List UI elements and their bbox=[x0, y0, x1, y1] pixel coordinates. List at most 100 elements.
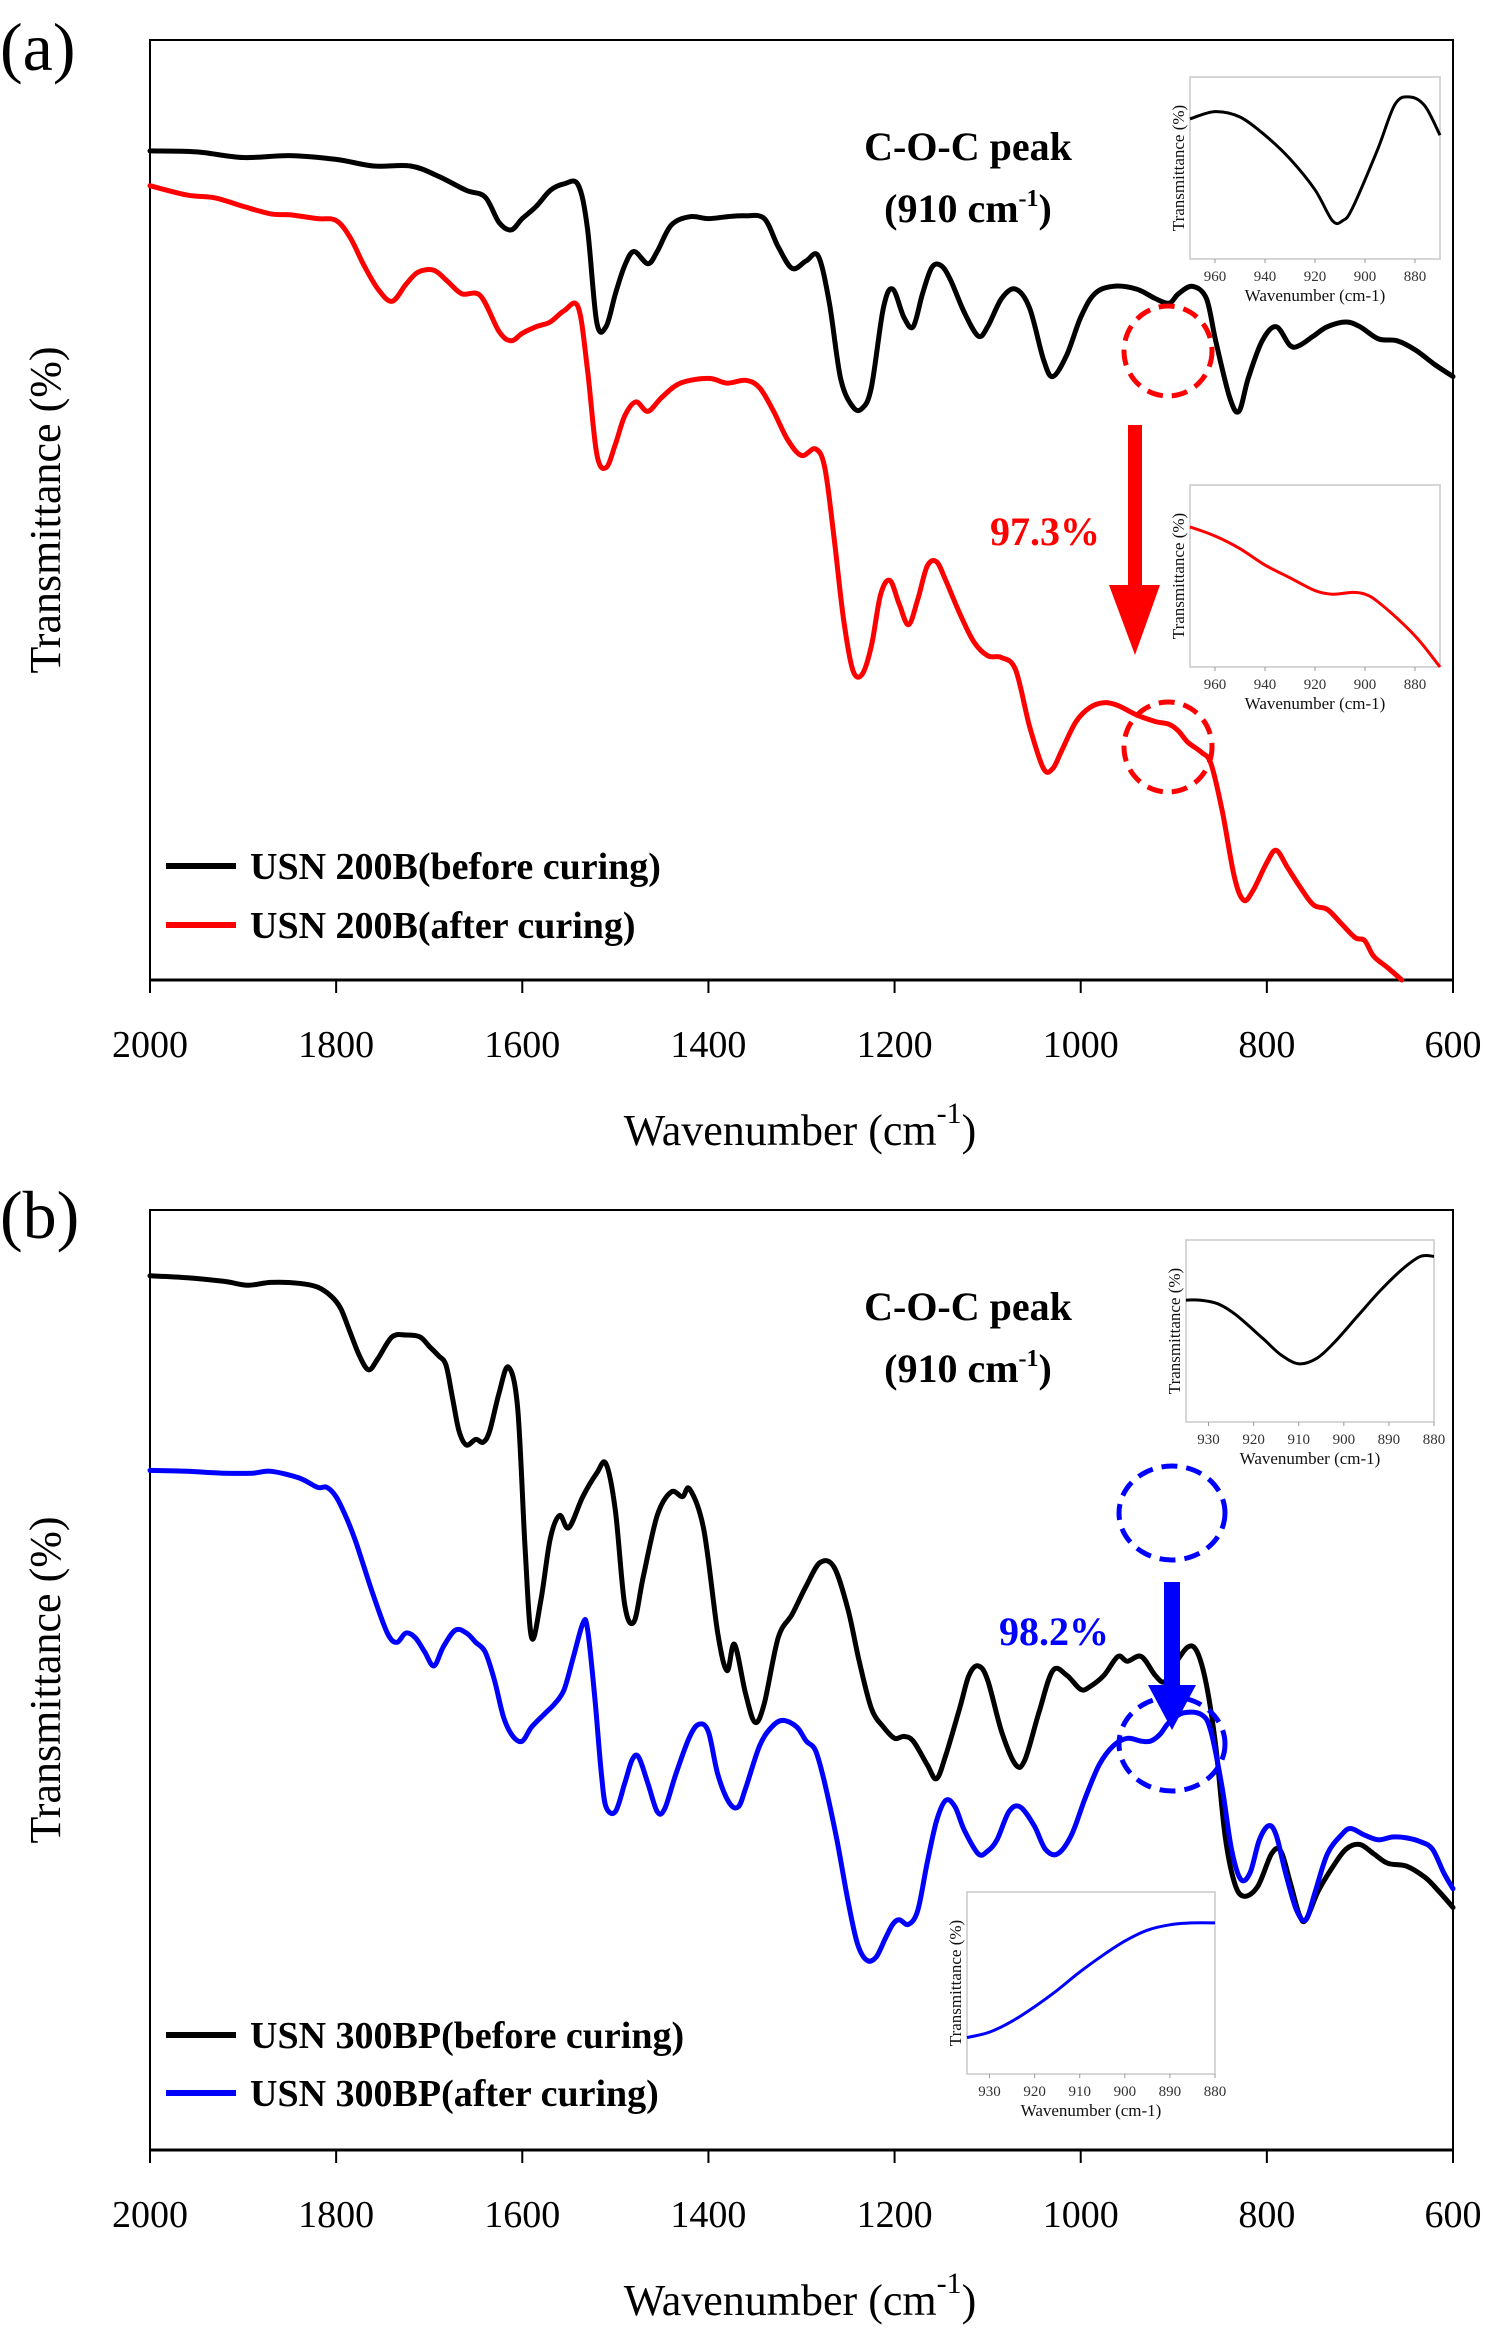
panel-a-inset-before: 960 940 920 900 880 Wavenumber (cm-1) Transmit… bbox=[1169, 76, 1442, 305]
panel-a-peak-label-base: (910 cm bbox=[884, 186, 1018, 231]
x-tick-label: 1600 bbox=[484, 2194, 560, 2236]
panel-b-legend: USN 300BP(before curing) USN 300BP(after… bbox=[166, 2015, 684, 2115]
inset-tick-label: 890 bbox=[1159, 2084, 1182, 2100]
inset-tick-label: 960 bbox=[1204, 269, 1227, 285]
panel-a-highlight-circle-after bbox=[1121, 699, 1215, 795]
inset-frame bbox=[966, 1891, 1216, 2075]
panel-b-peak-label-line2: (910 cm-1) bbox=[884, 1346, 1052, 1391]
series-line-1 bbox=[147, 1467, 1456, 1964]
inset-y-axis-title: Transmittance (%) bbox=[1169, 513, 1188, 639]
inset-tick-label: 920 bbox=[1242, 1432, 1265, 1448]
inset-tick-label: 920 bbox=[1023, 2084, 1046, 2100]
panel-a-x-axis-title-base: Wavenumber (cm bbox=[624, 1106, 937, 1155]
inset-series-line bbox=[1189, 525, 1442, 668]
inset-y-axis-title: Transmittance (%) bbox=[1165, 1268, 1184, 1394]
inset-tick-label: 910 bbox=[1287, 1432, 1310, 1448]
x-tick-label: 1000 bbox=[1043, 1024, 1119, 1066]
panel-b-y-axis-title: Transmittance (%) bbox=[21, 1516, 70, 1843]
inset-tick-label: 920 bbox=[1304, 269, 1327, 285]
inset-y-axis-title: Transmittance (%) bbox=[1169, 105, 1188, 231]
x-tick-label: 1800 bbox=[298, 1024, 374, 1066]
panel-b-x-ticks: 2000 1800 1600 1400 1200 1000 800 600 bbox=[112, 2150, 1482, 2236]
x-tick-label: 600 bbox=[1425, 2194, 1482, 2236]
panel-b-legend-label-1: USN 300BP(after curing) bbox=[250, 2073, 659, 2115]
inset-tick-label: 900 bbox=[1354, 677, 1377, 693]
inset-tick-label: 880 bbox=[1404, 677, 1427, 693]
inset-tick-label: 930 bbox=[978, 2084, 1001, 2100]
inset-frame bbox=[1189, 484, 1441, 668]
panel-b: (b) 2000 1800 1600 1400 1200 1000 800 600 Trans… bbox=[0, 1177, 1482, 2325]
panel-b-series bbox=[147, 1273, 1456, 1964]
panel-a-peak-label-line2: (910 cm-1) bbox=[884, 186, 1052, 231]
panel-a-y-axis-title: Transmittance (%) bbox=[21, 346, 70, 673]
panel-b-peak-label-close: ) bbox=[1039, 1346, 1052, 1391]
panel-b-highlight-circle-before bbox=[1116, 1463, 1228, 1563]
inset-x-axis-title: Wavenumber (cm-1) bbox=[1240, 1449, 1381, 1468]
panel-b-inset-before: 930 920 910 900 890 880 Wavenumber (cm-1) Trans… bbox=[1165, 1239, 1446, 1468]
panel-b-label: (b) bbox=[0, 1177, 79, 1253]
x-tick-label: 1200 bbox=[857, 1024, 933, 1066]
inset-tick-label: 880 bbox=[1204, 2084, 1227, 2100]
panel-a-conversion-label: 97.3% bbox=[990, 509, 1100, 554]
inset-series-line bbox=[966, 1921, 1216, 2040]
inset-tick-label: 930 bbox=[1197, 1432, 1220, 1448]
inset-tick-label: 940 bbox=[1254, 677, 1277, 693]
inset-series-line bbox=[1189, 95, 1442, 226]
panel-b-legend-label-0: USN 300BP(before curing) bbox=[250, 2015, 684, 2057]
inset-tick-label: 910 bbox=[1068, 2084, 1091, 2100]
panel-a-x-axis-title: Wavenumber (cm-1) bbox=[624, 1097, 977, 1155]
x-tick-label: 600 bbox=[1425, 1024, 1482, 1066]
inset-tick-label: 880 bbox=[1423, 1432, 1446, 1448]
panel-a: (a) 2000 1800 1600 1400 1200 1000 800 600 Trans… bbox=[0, 9, 1482, 1155]
panel-a-legend: USN 200B(before curing) USN 200B(after c… bbox=[166, 846, 661, 947]
inset-tick-label: 960 bbox=[1204, 677, 1227, 693]
x-tick-label: 1400 bbox=[670, 2194, 746, 2236]
inset-x-axis-title: Wavenumber (cm-1) bbox=[1245, 694, 1386, 713]
panel-a-x-axis-title-close: ) bbox=[962, 1106, 977, 1155]
inset-tick-label: 900 bbox=[1354, 269, 1377, 285]
inset-frame bbox=[1185, 1239, 1435, 1423]
panel-a-peak-label-sup: -1 bbox=[1019, 186, 1039, 212]
series-line-1 bbox=[147, 183, 1405, 983]
inset-y-axis-title: Transmittance (%) bbox=[946, 1920, 965, 2046]
panel-b-peak-label-line1: C-O-C peak bbox=[864, 1284, 1073, 1329]
inset-series-line bbox=[1185, 1253, 1435, 1366]
inset-tick-label: 880 bbox=[1404, 269, 1427, 285]
panel-a-x-ticks: 2000 1800 1600 1400 1200 1000 800 600 bbox=[112, 980, 1482, 1066]
series-line-0 bbox=[147, 148, 1456, 415]
panel-b-inset-after: 930 920 910 900 890 880 Wavenumber (cm-1) Trans… bbox=[946, 1891, 1227, 2120]
inset-x-axis-title: Wavenumber (cm-1) bbox=[1245, 286, 1386, 305]
x-tick-label: 1400 bbox=[670, 1024, 746, 1066]
panel-a-peak-label-line1: C-O-C peak bbox=[864, 124, 1073, 169]
panel-a-peak-label-close: ) bbox=[1039, 186, 1052, 231]
panel-a-highlight-circle-before bbox=[1121, 303, 1215, 399]
panel-b-x-axis-title-base: Wavenumber (cm bbox=[624, 2276, 937, 2325]
x-tick-label: 2000 bbox=[112, 1024, 188, 1066]
panel-a-down-arrow-icon bbox=[1109, 425, 1160, 655]
panel-a-inset-after: 960 940 920 900 880 Wavenumber (cm-1) Transmit… bbox=[1169, 484, 1442, 713]
inset-tick-label: 900 bbox=[1114, 2084, 1137, 2100]
series-line-0 bbox=[147, 1273, 1456, 1925]
x-tick-label: 1200 bbox=[857, 2194, 933, 2236]
panel-b-x-axis-title-sup: -1 bbox=[937, 2267, 962, 2300]
inset-tick-label: 890 bbox=[1378, 1432, 1401, 1448]
x-tick-label: 800 bbox=[1238, 1024, 1295, 1066]
inset-x-axis-title: Wavenumber (cm-1) bbox=[1021, 2101, 1162, 2120]
panel-b-peak-label-base: (910 cm bbox=[884, 1346, 1018, 1391]
panel-a-legend-label-1: USN 200B(after curing) bbox=[250, 905, 636, 947]
panel-b-x-axis-title: Wavenumber (cm-1) bbox=[624, 2267, 977, 2325]
x-tick-label: 1800 bbox=[298, 2194, 374, 2236]
panel-b-peak-label-sup: -1 bbox=[1019, 1346, 1039, 1372]
x-tick-label: 1600 bbox=[484, 1024, 560, 1066]
panel-a-label: (a) bbox=[0, 9, 75, 85]
panel-a-legend-label-0: USN 200B(before curing) bbox=[250, 846, 661, 888]
inset-frame bbox=[1189, 76, 1441, 260]
inset-tick-label: 900 bbox=[1333, 1432, 1356, 1448]
x-tick-label: 2000 bbox=[112, 2194, 188, 2236]
inset-tick-label: 940 bbox=[1254, 269, 1277, 285]
x-tick-label: 800 bbox=[1238, 2194, 1295, 2236]
panel-b-x-axis-title-close: ) bbox=[962, 2276, 977, 2325]
panel-b-conversion-label: 98.2% bbox=[999, 1609, 1109, 1654]
panel-a-series bbox=[147, 148, 1456, 983]
